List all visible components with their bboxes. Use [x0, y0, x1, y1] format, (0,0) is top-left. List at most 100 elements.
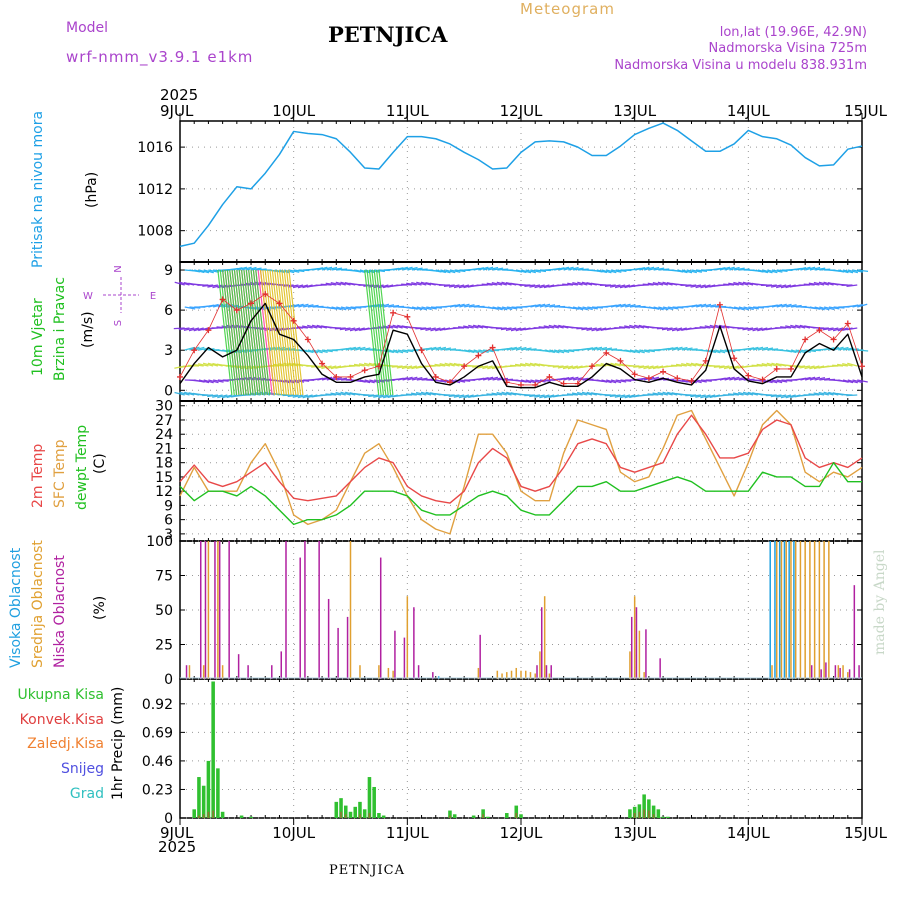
- wind-arrow: [492, 267, 504, 271]
- wind-arrow: [747, 327, 758, 332]
- precip-conv-bar: [340, 811, 342, 818]
- wind-arrow: [681, 379, 693, 384]
- wind-arrow: [458, 326, 469, 329]
- wind-arrow: [699, 326, 711, 329]
- wind-arrow: [808, 393, 820, 396]
- wind-arrow: [685, 394, 697, 397]
- wind-arrow: [591, 327, 602, 332]
- wind-arrow: [340, 281, 351, 286]
- wind-arrow: [198, 379, 210, 384]
- wind-arrow: [695, 284, 706, 289]
- wind-arrow: [700, 394, 711, 399]
- wind-arrow: [378, 394, 389, 399]
- wind-arrow: [406, 365, 417, 370]
- wind-arrow-strong: [222, 269, 238, 396]
- wind-arrow: [790, 324, 801, 329]
- wind-arrow: [808, 282, 820, 286]
- wind-arrow: [482, 376, 494, 381]
- wind-arrow: [563, 349, 575, 353]
- wind-arrow: [752, 346, 764, 351]
- wind-arrow: [397, 349, 409, 353]
- wind-arrow: [311, 324, 323, 329]
- wind-arrow: [586, 327, 597, 332]
- wind-arrow: [619, 284, 631, 289]
- precip-total-bar: [367, 777, 372, 818]
- wind-arrow: [756, 363, 768, 367]
- wind-arrow: [520, 269, 532, 274]
- temp-tick-label: 21: [155, 441, 173, 457]
- wind-arrow: [657, 281, 668, 286]
- wind-arrow: [838, 346, 849, 351]
- wind-arrow: [207, 394, 218, 398]
- wind-arrow: [596, 327, 607, 332]
- cloud-tick-label: 25: [155, 638, 173, 654]
- precip-total-bar: [192, 809, 196, 818]
- wind-arrow: [582, 306, 593, 311]
- model-elevation-text: Nadmorska Visina u modelu 838.931m: [614, 58, 867, 73]
- precip-total-bar: [448, 810, 452, 818]
- precip-total-bar: [632, 806, 637, 818]
- wind-arrow: [610, 269, 622, 273]
- precip-total-bar: [661, 816, 665, 818]
- wind-arrow: [198, 269, 210, 274]
- wind-arrow-strong: [373, 269, 389, 396]
- wind-arrow: [378, 284, 389, 289]
- wind-arrow: [833, 346, 844, 351]
- x-tick-label: 9JUL: [160, 102, 194, 120]
- wind-speed-line: [179, 302, 863, 389]
- wind-arrow-strong: [274, 269, 290, 396]
- temp-tick-label: 30: [155, 399, 173, 415]
- wind-arrow: [530, 269, 541, 273]
- wind-arrow: [619, 326, 631, 329]
- wind-arrow-strong: [250, 269, 266, 396]
- wind-arrow: [667, 346, 679, 351]
- wind-arrow: [653, 306, 664, 311]
- wind-arrow: [709, 324, 721, 329]
- precip-total-bar: [452, 814, 457, 818]
- temp-tick-label: 12: [155, 484, 173, 500]
- wind-arrow: [819, 377, 831, 381]
- wind-arrow: [846, 284, 858, 288]
- wind-arrow: [496, 391, 507, 396]
- wind-arrow: [677, 379, 688, 383]
- wind-arrow: [202, 284, 214, 287]
- wind-arrow-strong: [224, 269, 240, 396]
- wind-arrow: [535, 379, 546, 383]
- wind-arrow: [715, 267, 726, 271]
- precip-conv-bar: [633, 813, 636, 818]
- wind-arrow: [696, 303, 707, 308]
- wind-arrow: [535, 303, 546, 308]
- wind-arrow: [648, 266, 660, 271]
- x-tick-label: 10JUL: [272, 824, 315, 842]
- wind-arrow: [571, 392, 583, 396]
- precip-total-bar: [377, 813, 381, 818]
- wind-arrow: [539, 303, 551, 308]
- wind-tick-label: 3: [164, 343, 173, 359]
- wind-arrow: [459, 303, 470, 308]
- wind-arrow: [397, 376, 409, 381]
- legend-frz-rain: Zaledj.Kisa: [27, 736, 104, 752]
- wind-arrow: [491, 392, 503, 396]
- sfc-temp-line: [179, 409, 863, 535]
- wind-arrow: [420, 391, 432, 396]
- wind-arrow: [638, 324, 650, 329]
- wind-arrow: [751, 364, 763, 367]
- wind-arrow: [336, 377, 348, 381]
- wind-arrow: [330, 281, 342, 286]
- precip-conv-bar: [482, 814, 484, 818]
- wind-arrow: [857, 303, 868, 308]
- wind-arrow: [562, 365, 574, 370]
- wind-arrow: [345, 306, 357, 310]
- wind-arrow: [478, 266, 489, 271]
- wind-arrow: [481, 283, 493, 286]
- wind-arrow-strong: [240, 269, 257, 396]
- temp-tick-label: 24: [155, 427, 173, 443]
- wind-arrow: [435, 379, 447, 383]
- precip-total-bar: [519, 814, 523, 818]
- wind-arrow: [757, 327, 768, 332]
- wind-arrow: [832, 327, 844, 332]
- wind-arrow: [610, 379, 622, 384]
- wind-arrow: [473, 267, 485, 271]
- precip-tick-label: 0: [164, 811, 173, 827]
- wind-arrow: [501, 391, 512, 396]
